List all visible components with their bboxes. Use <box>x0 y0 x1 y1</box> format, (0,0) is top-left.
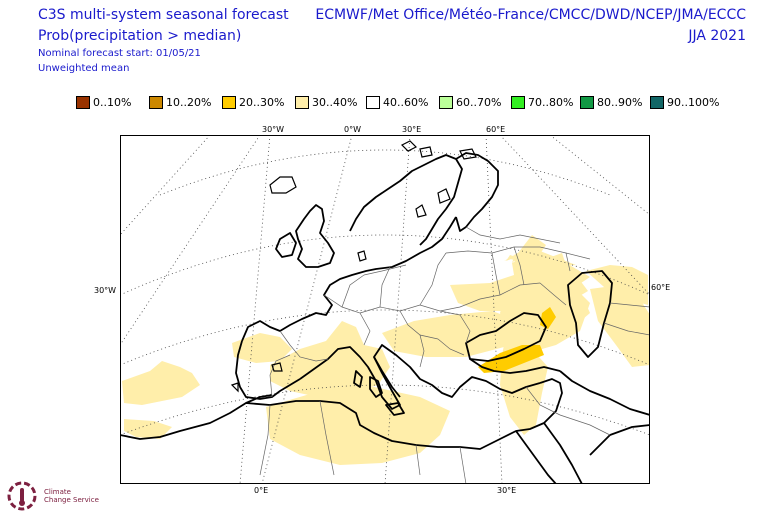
lon-label-top: 60°E <box>486 125 506 134</box>
legend-swatch <box>439 96 453 109</box>
legend-swatch <box>295 96 309 109</box>
lon-label-bottom: 30°E <box>497 486 517 495</box>
lon-label-bottom: 0°E <box>254 486 269 495</box>
mean-type-text: Unweighted mean <box>38 63 130 74</box>
legend-label: 60..70% <box>456 96 502 109</box>
precipitation-probability-map <box>120 135 650 484</box>
map-subtitle: Prob(precipitation > median) <box>38 28 242 44</box>
country-borders <box>259 226 650 484</box>
legend-label: 40..60% <box>383 96 429 109</box>
lon-label-left: 30°W <box>94 286 117 295</box>
map-title: C3S multi-system seasonal forecast <box>38 7 289 23</box>
legend-swatch <box>366 96 380 109</box>
legend-label: 80..90% <box>597 96 643 109</box>
climate-logo-icon <box>7 481 37 511</box>
logo-text: Climate Change Service <box>44 488 99 504</box>
lon-label-top: 0°W <box>344 125 361 134</box>
coastlines <box>120 152 650 484</box>
northern-islands <box>230 140 477 393</box>
legend-label: 70..80% <box>528 96 574 109</box>
legend-swatch <box>580 96 594 109</box>
legend-swatch <box>149 96 163 109</box>
logo-line2: Change Service <box>44 496 99 504</box>
graticule <box>120 135 650 484</box>
climate-change-service-logo: Climate Change Service <box>6 478 116 518</box>
map-frame <box>120 135 650 484</box>
legend-swatch <box>511 96 525 109</box>
legend-swatch <box>650 96 664 109</box>
legend-swatch <box>76 96 90 109</box>
logo-line1: Climate <box>44 488 71 496</box>
legend-label: 90..100% <box>667 96 720 109</box>
legend-label: 20..30% <box>239 96 285 109</box>
lon-label-top: 30°W <box>262 125 285 134</box>
legend-swatch <box>222 96 236 109</box>
season-text: JJA 2021 <box>688 28 746 44</box>
models-text: ECMWF/Met Office/Météo-France/CMCC/DWD/N… <box>315 7 746 23</box>
nominal-start-text: Nominal forecast start: 01/05/21 <box>38 48 201 59</box>
lon-label-right: 60°E <box>651 283 671 292</box>
legend-label: 10..20% <box>166 96 212 109</box>
legend-label: 30..40% <box>312 96 358 109</box>
lon-label-top: 30°E <box>402 125 422 134</box>
legend-label: 0..10% <box>93 96 132 109</box>
